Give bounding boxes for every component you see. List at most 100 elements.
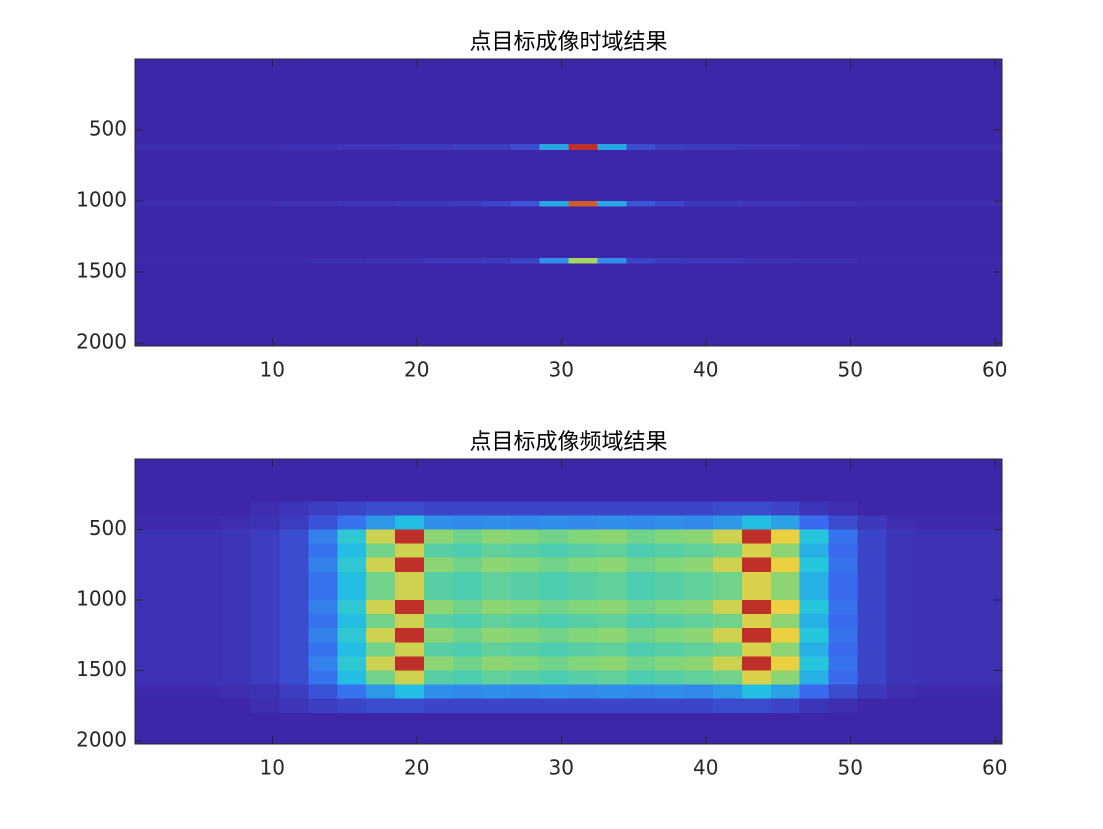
- heatmap-cell: [279, 144, 309, 151]
- heatmap-cell: [424, 201, 454, 208]
- heatmap-cell: [395, 628, 425, 643]
- heatmap-cell: [135, 712, 165, 728]
- heatmap-cell: [915, 473, 945, 488]
- heatmap-cell: [308, 726, 338, 745]
- heatmap-cell: [741, 571, 772, 587]
- heatmap-cell: [944, 670, 974, 686]
- heatmap-cell: [857, 642, 887, 657]
- heatmap-cell: [684, 600, 714, 615]
- heatmap-cell: [828, 487, 858, 502]
- heatmap-cell: [163, 501, 194, 516]
- heatmap-cell: [799, 149, 830, 202]
- heatmap-cell: [828, 684, 858, 700]
- x-tick-label: 30: [549, 756, 574, 780]
- heatmap-cell: [308, 543, 338, 559]
- heatmap-cell: [337, 529, 367, 545]
- heatmap-cell: [510, 487, 541, 502]
- heatmap-cell: [135, 571, 165, 587]
- heatmap-cell: [973, 642, 1003, 657]
- heatmap-cell: [886, 628, 916, 643]
- heatmap-cell: [395, 149, 425, 202]
- heatmap-cell: [626, 614, 656, 629]
- heatmap-cell: [684, 712, 714, 728]
- heatmap-cell: [568, 459, 598, 474]
- heatmap-cell: [163, 149, 194, 202]
- heatmap-cell: [886, 473, 916, 488]
- heatmap-cell: [857, 144, 887, 151]
- heatmap-cell: [510, 614, 541, 629]
- heatmap-cell: [828, 201, 858, 208]
- heatmap-cell: [279, 515, 309, 531]
- heatmap-cell: [192, 529, 223, 545]
- heatmap-cell: [424, 59, 454, 145]
- heatmap-cell: [308, 487, 338, 502]
- heatmap-cell: [337, 59, 367, 145]
- heatmap-cell: [857, 712, 887, 728]
- heatmap-cell: [221, 473, 252, 488]
- heatmap-cell: [163, 614, 194, 629]
- heatmap-cell: [799, 257, 830, 264]
- heatmap-cell: [741, 144, 772, 151]
- heatmap-cell: [770, 473, 801, 488]
- heatmap-cell: [597, 670, 627, 686]
- heatmap-cell: [424, 684, 454, 700]
- heatmap-cell: [684, 698, 714, 714]
- heatmap-cell: [424, 628, 454, 643]
- heatmap-cell: [684, 149, 714, 202]
- heatmap-cell: [655, 614, 685, 629]
- heatmap-cell: [857, 515, 887, 531]
- heatmap-cell: [915, 670, 945, 686]
- heatmap-cell: [915, 543, 945, 559]
- heatmap-cell: [481, 614, 512, 629]
- heatmap-cell: [366, 585, 396, 601]
- heatmap-cell: [770, 206, 801, 259]
- heatmap-cell: [626, 571, 656, 587]
- heatmap-cell: [741, 670, 772, 686]
- heatmap-cell: [655, 144, 685, 151]
- heatmap-cell: [684, 144, 714, 151]
- heatmap-cell: [279, 670, 309, 686]
- heatmap-cell: [944, 712, 974, 728]
- heatmap-cell: [308, 698, 338, 714]
- heatmap-cell: [163, 642, 194, 657]
- heatmap-cell: [250, 263, 280, 347]
- heatmap-cell: [481, 543, 512, 559]
- heatmap-cell: [655, 529, 685, 545]
- y-tick-label: 1000: [76, 188, 127, 212]
- heatmap-cell: [568, 656, 598, 672]
- heatmap-cell: [366, 698, 396, 714]
- heatmap-cell: [770, 557, 801, 573]
- heatmap-cell: [366, 149, 396, 202]
- heatmap-cell: [510, 263, 541, 347]
- heatmap-cell: [279, 257, 309, 264]
- heatmap-cell: [973, 656, 1003, 672]
- heatmap-cell: [424, 557, 454, 573]
- heatmap-cell: [135, 501, 165, 516]
- heatmap-cell: [424, 543, 454, 559]
- heatmap-cell: [395, 642, 425, 657]
- heatmap-cell: [857, 571, 887, 587]
- heatmap-cell: [337, 206, 367, 259]
- heatmap-cell: [568, 585, 598, 601]
- heatmap-cell: [655, 257, 685, 264]
- heatmap-cell: [539, 263, 569, 347]
- heatmap-cell: [713, 614, 743, 629]
- heatmap-cell: [481, 656, 512, 672]
- heatmap-cell: [886, 515, 916, 531]
- heatmap-cell: [452, 614, 483, 629]
- heatmap-cell: [684, 515, 714, 531]
- heatmap-cell: [481, 642, 512, 657]
- heatmap-cell: [510, 684, 541, 700]
- heatmap-cell: [221, 670, 252, 686]
- heatmap-cell: [366, 487, 396, 502]
- heatmap-cell: [857, 628, 887, 643]
- heatmap-cell: [424, 600, 454, 615]
- heatmap-cell: [279, 557, 309, 573]
- heatmap-cell: [597, 487, 627, 502]
- heatmap-cell: [510, 557, 541, 573]
- heatmap-cell: [308, 628, 338, 643]
- heatmap-cell: [192, 642, 223, 657]
- heatmap-cell: [568, 571, 598, 587]
- heatmap-cell: [915, 149, 945, 202]
- heatmap-cell: [279, 614, 309, 629]
